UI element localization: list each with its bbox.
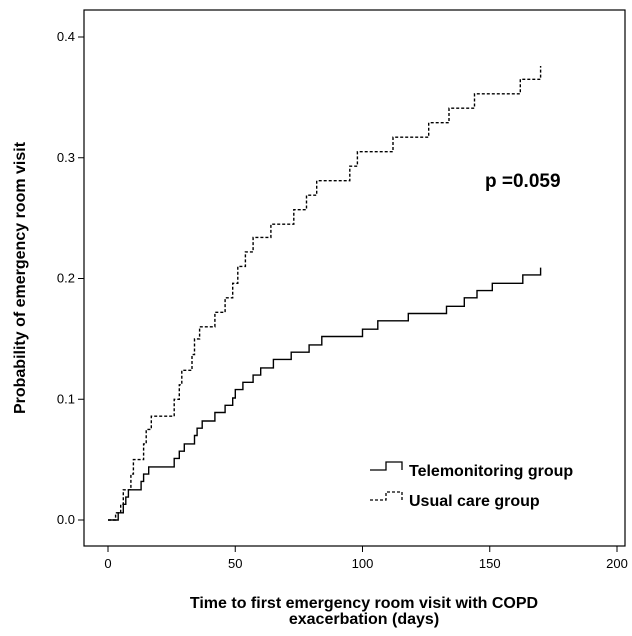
series-line-telemonitoring <box>108 267 542 521</box>
x-tick-label: 200 <box>606 556 628 571</box>
y-tick-label: 0.2 <box>57 271 75 286</box>
series-layer <box>108 66 542 521</box>
legend-swatch-usual-care <box>370 491 403 501</box>
x-tick-label: 150 <box>479 556 501 571</box>
p-value-annotation: p =0.059 <box>485 171 561 192</box>
y-axis-title: Probability of emergency room visit <box>12 141 29 414</box>
y-tick-label: 0.0 <box>57 512 75 527</box>
x-axis-title-line2: exacerbation (days) <box>289 611 439 628</box>
y-axis: 0.0 0.1 0.2 0.3 0.4 <box>57 29 84 527</box>
legend-swatch-telemonitoring <box>370 461 403 471</box>
legend-label-telemonitoring: Telemonitoring group <box>409 463 573 480</box>
series-line-usual-care <box>108 66 542 521</box>
y-tick-label: 0.3 <box>57 150 75 165</box>
x-tick-label: 0 <box>104 556 111 571</box>
x-axis: 0 50 100 150 200 <box>104 546 628 571</box>
legend-label-usual-care: Usual care group <box>409 493 540 510</box>
x-tick-label: 50 <box>228 556 242 571</box>
y-tick-label: 0.4 <box>57 29 75 44</box>
y-tick-label: 0.1 <box>57 391 75 406</box>
x-tick-label: 100 <box>352 556 374 571</box>
x-axis-title-line1: Time to first emergency room visit with … <box>190 595 538 612</box>
legend: Telemonitoring group Usual care group <box>370 461 573 510</box>
